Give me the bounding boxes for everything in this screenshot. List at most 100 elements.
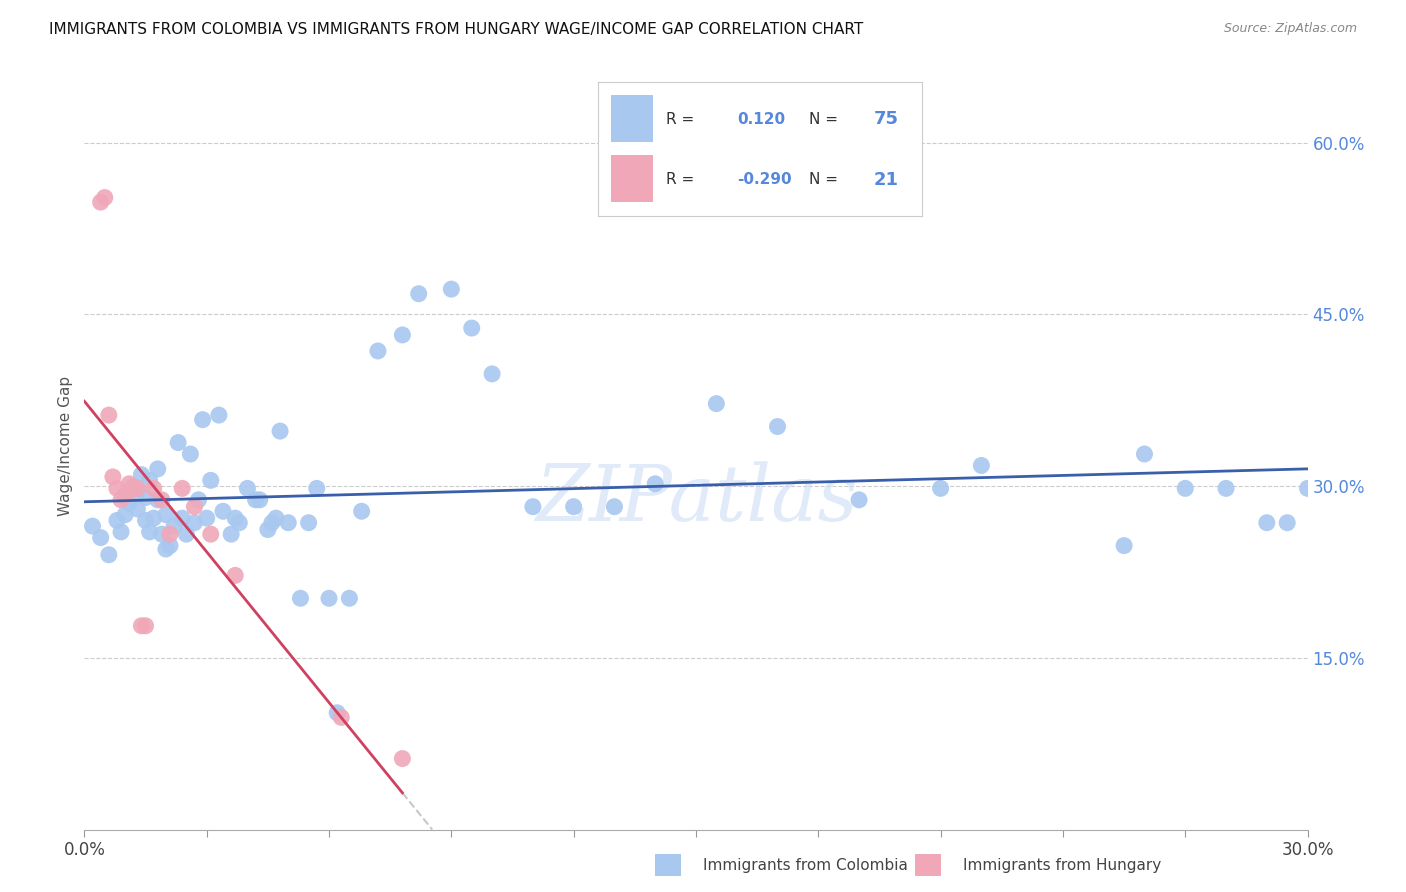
- Point: [146, 462, 169, 476]
- Point: [155, 542, 177, 557]
- Point: [142, 481, 165, 495]
- Point: [97, 548, 120, 562]
- Point: [326, 706, 349, 720]
- Point: [970, 458, 993, 473]
- Point: [264, 511, 287, 525]
- Point: [118, 476, 141, 491]
- Point: [142, 511, 165, 525]
- Point: [110, 492, 132, 507]
- Point: [127, 484, 149, 499]
- Point: [461, 321, 484, 335]
- Point: [187, 492, 209, 507]
- Point: [135, 491, 157, 505]
- Point: [305, 481, 328, 495]
- Point: [644, 476, 666, 491]
- Point: [122, 479, 145, 493]
- Point: [562, 500, 585, 514]
- Point: [150, 492, 173, 507]
- Point: [82, 519, 104, 533]
- Text: Immigrants from Hungary: Immigrants from Hungary: [963, 858, 1161, 872]
- Point: [90, 531, 112, 545]
- Point: [277, 516, 299, 530]
- Point: [131, 467, 153, 482]
- Point: [172, 511, 194, 525]
- Point: [97, 408, 120, 422]
- Point: [114, 508, 136, 522]
- Point: [318, 591, 340, 606]
- Point: [127, 502, 149, 516]
- Point: [212, 504, 235, 518]
- Point: [155, 508, 177, 522]
- Point: [245, 492, 267, 507]
- Text: Source: ZipAtlas.com: Source: ZipAtlas.com: [1223, 22, 1357, 36]
- Point: [367, 343, 389, 358]
- Point: [1256, 516, 1278, 530]
- Y-axis label: Wage/Income Gap: Wage/Income Gap: [58, 376, 73, 516]
- Point: [200, 474, 222, 488]
- Point: [159, 539, 181, 553]
- Point: [440, 282, 463, 296]
- Point: [101, 470, 124, 484]
- Point: [179, 447, 201, 461]
- Point: [122, 481, 145, 495]
- Text: ZIPatlas: ZIPatlas: [534, 461, 858, 538]
- Point: [146, 492, 169, 507]
- Point: [290, 591, 312, 606]
- Point: [1114, 539, 1136, 553]
- Point: [135, 513, 157, 527]
- Point: [208, 408, 231, 422]
- Point: [269, 424, 291, 438]
- Point: [929, 481, 952, 495]
- Point: [135, 619, 157, 633]
- Point: [183, 500, 205, 514]
- Point: [236, 481, 259, 495]
- Point: [90, 195, 112, 210]
- Point: [766, 419, 789, 434]
- Point: [1174, 481, 1197, 495]
- Point: [219, 527, 242, 541]
- Point: [150, 527, 173, 541]
- Point: [167, 435, 190, 450]
- Point: [114, 488, 136, 502]
- Point: [481, 367, 503, 381]
- Point: [118, 496, 141, 510]
- Point: [706, 397, 728, 411]
- Point: [174, 527, 197, 541]
- Point: [224, 511, 246, 525]
- Point: [1133, 447, 1156, 461]
- Point: [127, 481, 149, 495]
- Point: [1277, 516, 1299, 530]
- Point: [172, 481, 194, 495]
- Point: [298, 516, 321, 530]
- Point: [224, 568, 246, 582]
- Point: [603, 500, 626, 514]
- Point: [93, 190, 115, 204]
- Point: [138, 474, 160, 488]
- Point: [257, 523, 280, 537]
- Point: [200, 527, 222, 541]
- Point: [522, 500, 544, 514]
- Point: [339, 591, 361, 606]
- Point: [249, 492, 271, 507]
- Point: [110, 524, 132, 539]
- Point: [131, 619, 153, 633]
- Point: [183, 516, 205, 530]
- Point: [228, 516, 250, 530]
- Text: Immigrants from Colombia: Immigrants from Colombia: [703, 858, 908, 872]
- Point: [195, 511, 218, 525]
- Point: [1296, 481, 1319, 495]
- Point: [391, 751, 413, 765]
- Point: [159, 527, 181, 541]
- Point: [350, 504, 373, 518]
- Point: [105, 481, 128, 495]
- Point: [191, 412, 214, 426]
- Point: [848, 492, 870, 507]
- Point: [330, 710, 353, 724]
- Text: IMMIGRANTS FROM COLOMBIA VS IMMIGRANTS FROM HUNGARY WAGE/INCOME GAP CORRELATION : IMMIGRANTS FROM COLOMBIA VS IMMIGRANTS F…: [49, 22, 863, 37]
- Point: [1215, 481, 1237, 495]
- Point: [260, 516, 283, 530]
- Point: [163, 519, 186, 533]
- Point: [105, 513, 128, 527]
- Point: [408, 286, 430, 301]
- Point: [114, 491, 136, 505]
